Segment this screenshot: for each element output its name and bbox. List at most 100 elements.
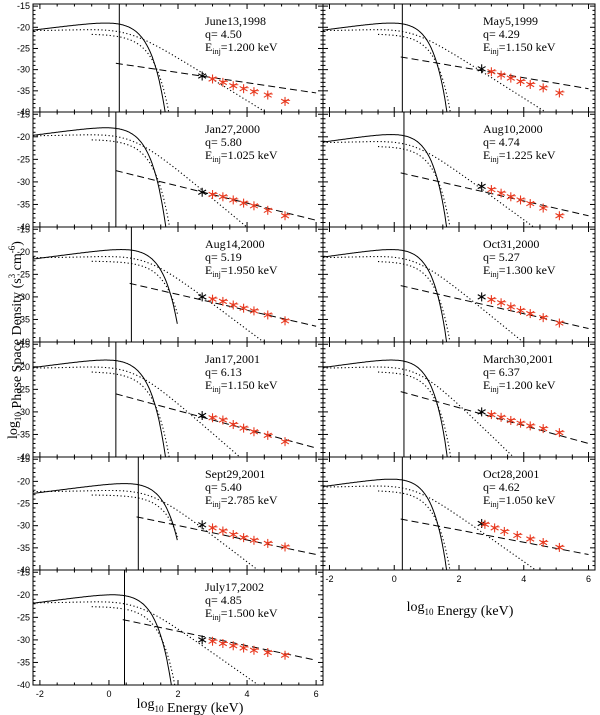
y-tick-label: -15	[17, 1, 30, 11]
panel-plot-area	[33, 4, 317, 112]
panel-q-value: q= 4.74	[483, 135, 520, 149]
data-point	[490, 523, 499, 533]
steep-tail-curve	[91, 139, 171, 227]
x-tick-label: 4	[245, 689, 250, 699]
panel-q-value: q= 5.19	[205, 250, 242, 264]
panel-date: July17,2002	[205, 580, 264, 594]
maxwellian-curve	[33, 359, 166, 457]
data-point	[249, 87, 259, 97]
data-point	[500, 526, 509, 536]
steep-tail-curve	[378, 371, 452, 457]
panel-plot-area	[33, 457, 317, 570]
y-tick-label: -35	[17, 543, 30, 553]
power-law-fit	[400, 172, 589, 217]
panel-q-value: q= 6.37	[483, 365, 520, 379]
data-point	[555, 542, 564, 552]
x-tick-label: -2	[325, 574, 333, 584]
data-point	[197, 635, 207, 645]
y-tick-label: -15	[17, 109, 30, 119]
data-point	[280, 316, 290, 326]
data-point	[229, 81, 238, 91]
y-tick-label: -40	[17, 222, 30, 232]
data-point	[263, 538, 272, 548]
data-point	[197, 292, 207, 302]
data-point	[249, 645, 259, 655]
data-point	[555, 211, 564, 221]
maxwellian-curve	[33, 594, 172, 685]
panel-injection-energy: Einj=1.050 keV	[483, 493, 556, 509]
data-point	[496, 412, 506, 422]
y-tick-label: -15	[17, 339, 30, 349]
steep-tail-curve	[91, 260, 179, 315]
panel-plot-area	[33, 227, 317, 342]
data-point	[280, 437, 290, 447]
y-tick-label: -25	[17, 499, 30, 509]
panel-frame	[32, 569, 324, 686]
data-point	[239, 84, 248, 94]
panel-injection-energy: Einj=1.500 keV	[205, 606, 278, 622]
kappa-curve	[33, 134, 248, 227]
kappa-curve	[33, 29, 267, 112]
data-point	[477, 181, 486, 191]
y-tick-label: -30	[17, 407, 30, 417]
maxwellian-curve	[33, 22, 166, 112]
data-point	[197, 71, 207, 81]
maxwellian-curve	[323, 359, 448, 457]
y-tick-label: -35	[17, 314, 30, 324]
data-point	[477, 64, 486, 74]
data-point	[477, 407, 486, 417]
data-point	[239, 423, 248, 433]
data-point	[477, 292, 486, 302]
y-tick-label: -40	[17, 107, 30, 117]
data-point	[487, 295, 496, 305]
y-tick-label: -30	[17, 635, 30, 645]
data-point	[239, 643, 248, 653]
x-tick-label: -2	[36, 689, 44, 699]
panel-q-value: q= 5.27	[483, 250, 520, 264]
panel-frame	[32, 3, 324, 113]
data-point	[280, 96, 290, 106]
steep-tail-curve	[378, 146, 451, 227]
panel-frame	[322, 456, 596, 571]
data-point	[539, 538, 548, 548]
power-law-fit	[400, 56, 589, 90]
data-point	[249, 535, 259, 545]
panel-frame	[32, 226, 324, 343]
x-tick-label: 6	[586, 574, 591, 584]
panel-injection-energy: Einj=1.200 keV	[205, 40, 278, 56]
y-tick-label: -25	[17, 269, 30, 279]
y-tick-label: -40	[17, 337, 30, 347]
y-tick-label: -35	[17, 199, 30, 209]
data-point	[539, 83, 548, 93]
data-point	[263, 90, 272, 100]
y-tick-label: -25	[17, 384, 30, 394]
panel-date: March30,2001	[483, 352, 553, 366]
data-point	[555, 318, 564, 328]
data-point	[526, 309, 535, 319]
panel-injection-energy: Einj=1.225 keV	[483, 148, 556, 164]
data-point	[229, 300, 238, 310]
steep-tail-curve	[91, 494, 179, 537]
panel-q-value: q= 4.50	[205, 27, 242, 41]
steep-tail-curve	[378, 261, 451, 342]
data-point	[526, 534, 535, 544]
panel-date: June13,1998	[205, 14, 266, 28]
panel-q-value: q= 4.85	[205, 593, 242, 607]
panel-frame	[322, 111, 596, 228]
panel-q-value: q= 4.29	[483, 27, 520, 41]
y-tick-label: -20	[17, 476, 30, 486]
y-tick-label: -40	[17, 452, 30, 462]
panel-date: Aug14,2000	[205, 237, 265, 251]
maxwellian-curve	[323, 248, 448, 342]
panel-injection-energy: Einj=1.150 keV	[483, 40, 556, 56]
power-law-fit	[136, 516, 317, 555]
panel-q-value: q= 4.62	[483, 480, 520, 494]
y-tick-label: -30	[17, 65, 30, 75]
data-point	[197, 411, 207, 421]
y-tick-label: -20	[17, 22, 30, 32]
